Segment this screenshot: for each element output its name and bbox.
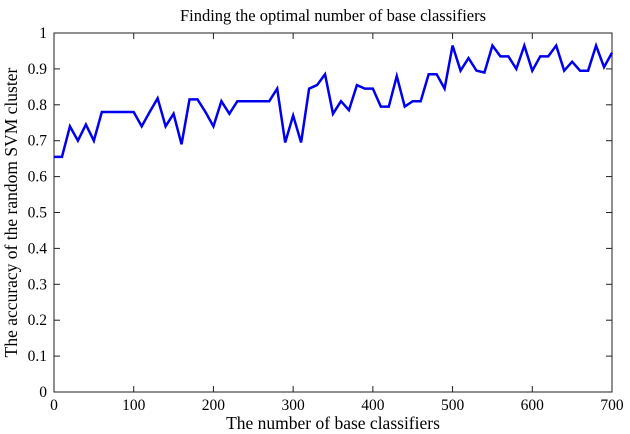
x-tick-label: 700	[600, 397, 624, 414]
x-tick-label: 400	[361, 397, 385, 414]
y-tick-label: 0.6	[28, 169, 48, 186]
tick-marks	[53, 32, 613, 393]
y-tick-label: 0.4	[28, 240, 48, 257]
y-tick-label: 0.1	[28, 348, 47, 365]
x-tick-label: 0	[50, 397, 58, 414]
x-axis-label: The number of base classifiers	[226, 413, 440, 433]
x-tick-label: 500	[441, 397, 465, 414]
y-tick-label: 0.5	[28, 205, 48, 222]
y-tick-label: 1	[39, 25, 47, 42]
accuracy-series-line	[54, 41, 614, 159]
y-axis-label: The accuracy of the random SVM cluster	[1, 68, 21, 358]
plot-area: 0 100 200 300 400 500 600 700 0 0.1 0.2 0.3 0.4 0.5 0.…	[28, 25, 624, 414]
chart-title: Finding the optimal number of base class…	[180, 6, 486, 25]
y-tick-label: 0.7	[28, 133, 48, 150]
y-tick-label: 0.3	[28, 276, 48, 293]
y-tick-label: 0	[39, 384, 47, 401]
x-tick-label: 200	[202, 397, 226, 414]
tick-labels: 0 100 200 300 400 500 600 700 0 0.1 0.2 0.3 0.4 0.5 0.…	[28, 25, 624, 414]
axes-frame	[53, 32, 613, 393]
y-tick-label: 0.8	[28, 97, 48, 114]
x-tick-label: 300	[282, 397, 306, 414]
x-tick-label: 100	[122, 397, 146, 414]
y-tick-label: 0.9	[28, 61, 48, 78]
y-tick-label: 0.2	[28, 312, 47, 329]
x-tick-label: 600	[521, 397, 545, 414]
